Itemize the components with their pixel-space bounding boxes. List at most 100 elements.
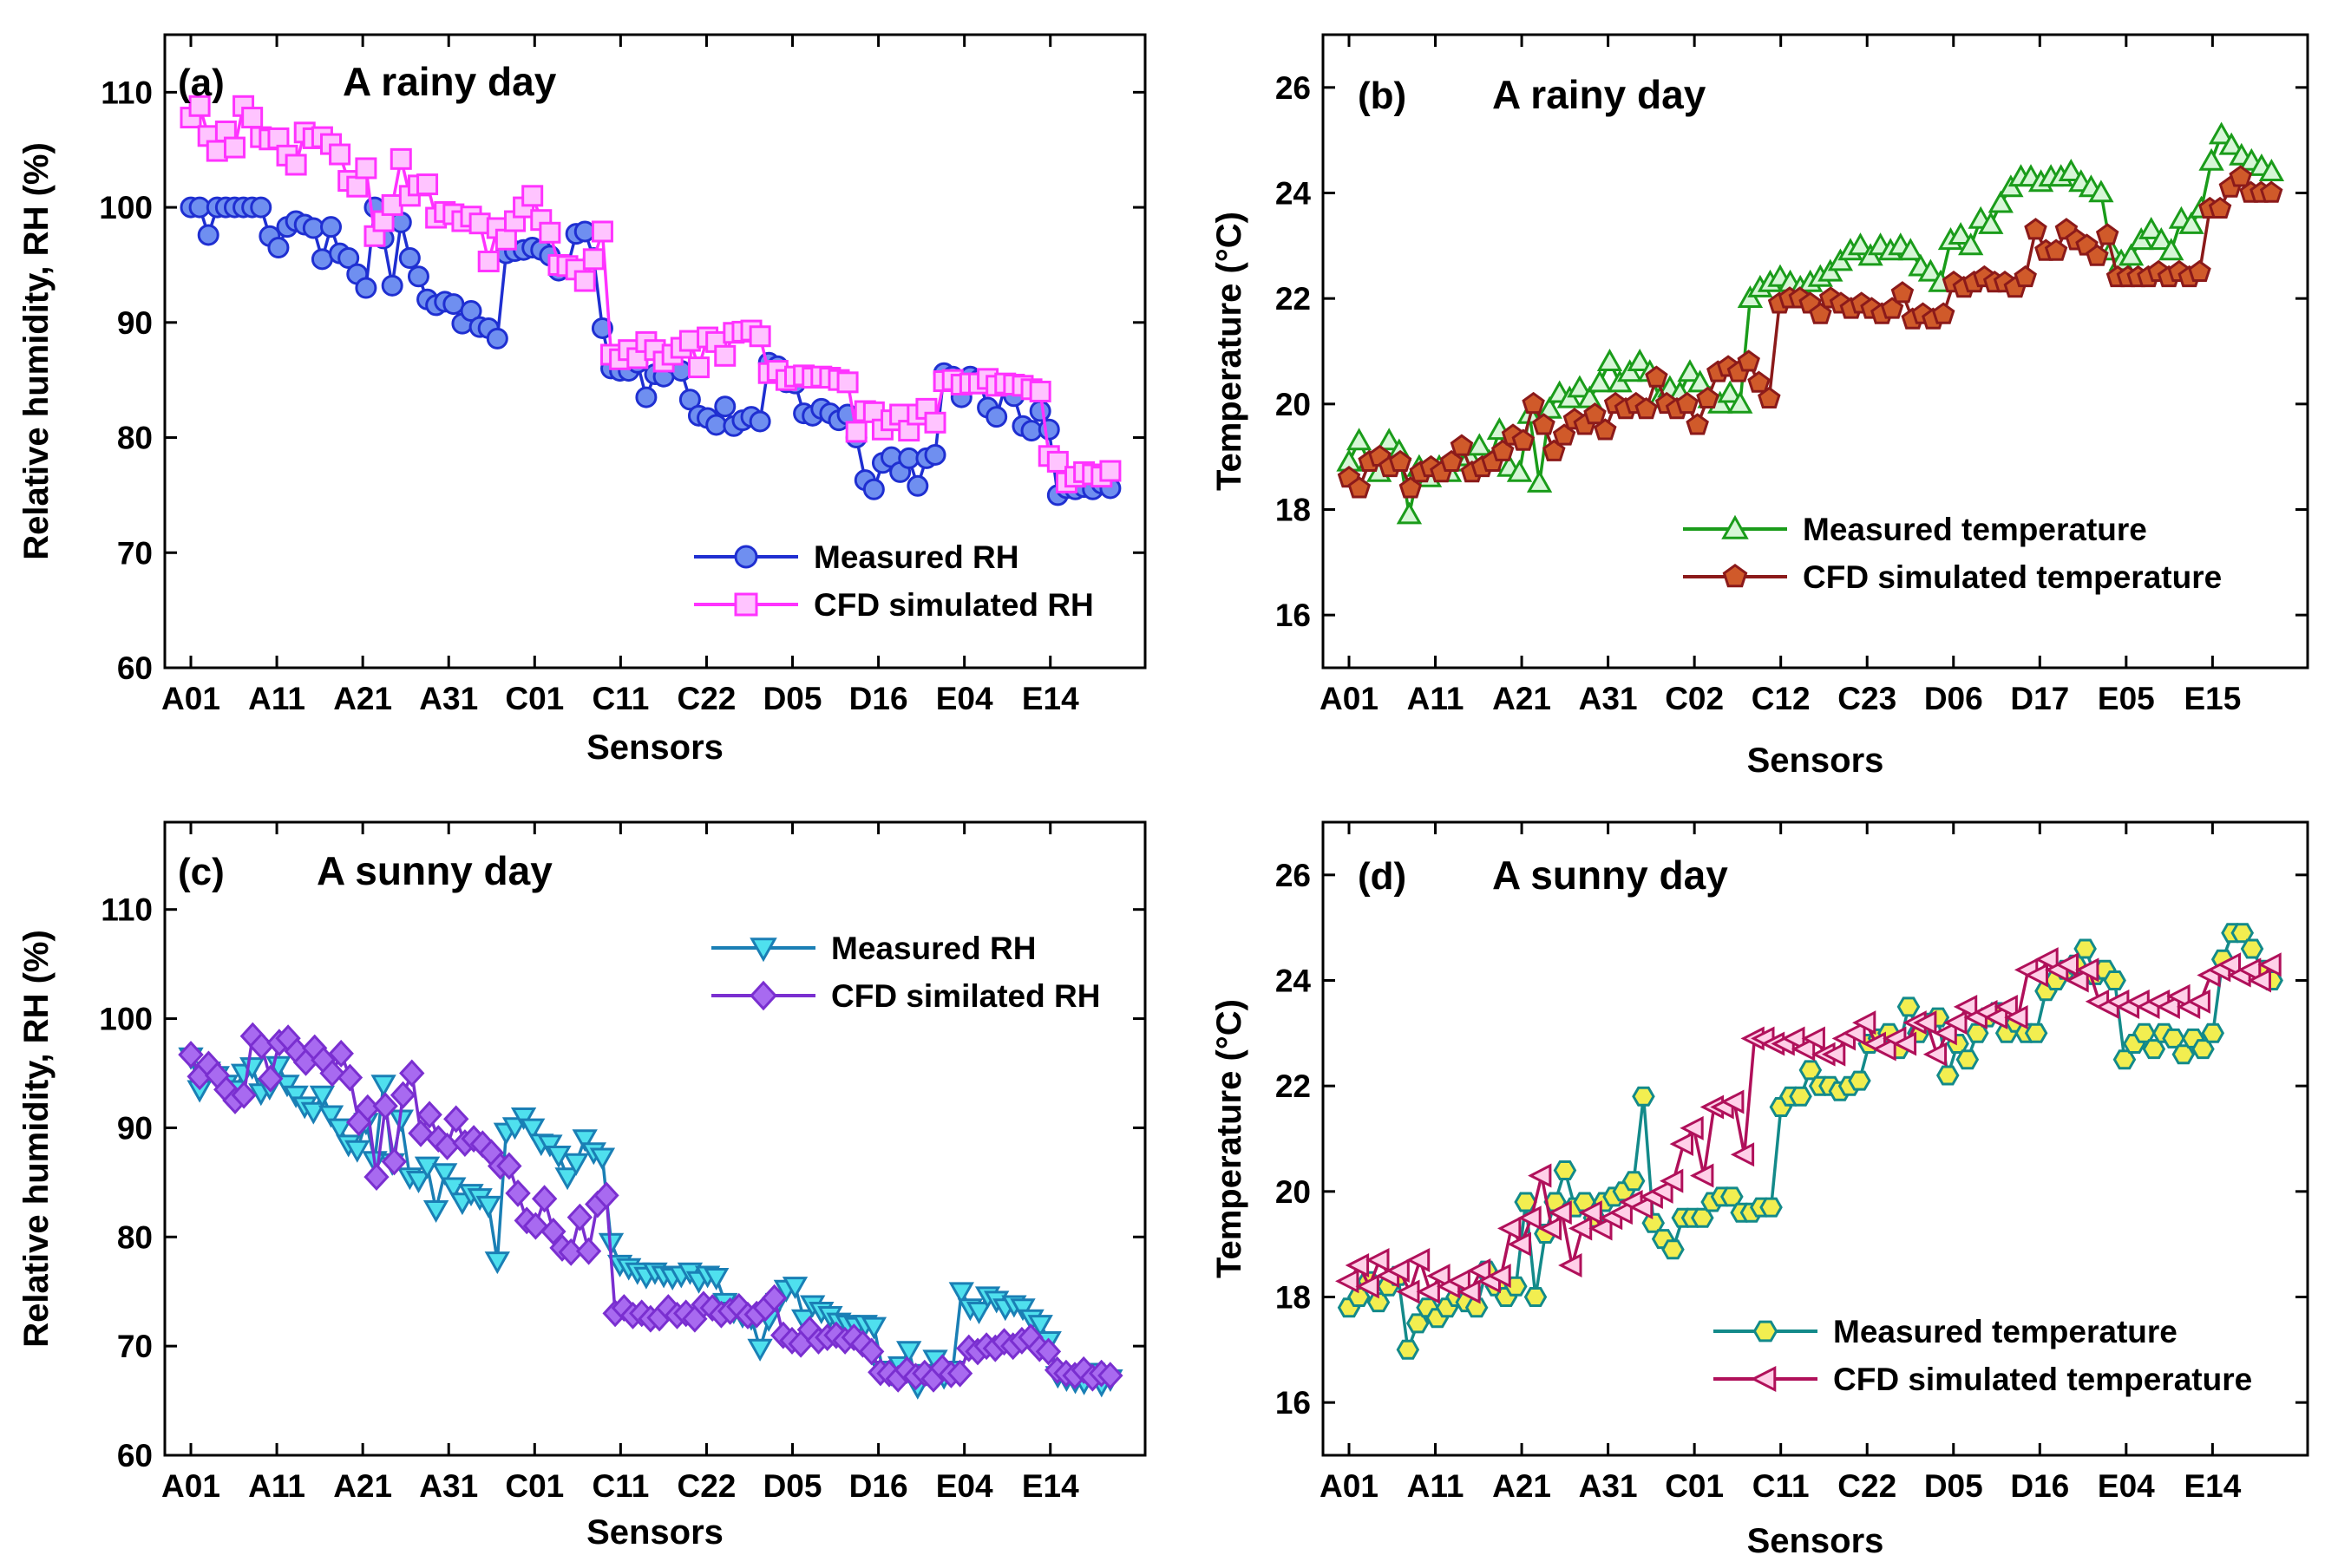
data-point (381, 1147, 408, 1176)
x-tick-label: E05 (2098, 681, 2155, 716)
data-point (2148, 227, 2174, 251)
data-point (1010, 1298, 1036, 1322)
data-point (522, 1212, 549, 1240)
y-tick-label: 100 (99, 190, 153, 225)
data-point (687, 356, 710, 379)
y-tick-label: 16 (1275, 1385, 1311, 1421)
x-tick-label: C22 (677, 681, 736, 716)
data-point (1789, 1086, 1812, 1107)
data-point (319, 1059, 345, 1088)
data-point (2259, 180, 2283, 203)
data-point (2024, 963, 2048, 988)
data-point (1487, 1264, 1511, 1289)
data-point (1621, 1171, 1646, 1192)
data-point (2166, 983, 2191, 1009)
data-point (494, 228, 517, 251)
x-tick-label: E04 (936, 1468, 993, 1504)
data-point (924, 443, 946, 466)
data-point (1335, 1269, 1359, 1294)
data-point (223, 136, 246, 159)
data-point (496, 1152, 522, 1180)
data-point (1029, 380, 1051, 402)
data-point (1717, 380, 1743, 403)
legend-label: CFD similated RH (831, 978, 1100, 1014)
data-point (2014, 265, 2037, 288)
legend-marker (734, 592, 758, 617)
x-tick-label: C22 (1837, 1468, 1896, 1504)
data-point (1594, 418, 1617, 441)
x-tick-label: E14 (1022, 1468, 1079, 1504)
legend-marker (1752, 1320, 1778, 1343)
data-point (274, 1075, 300, 1098)
data-point (946, 1359, 973, 1388)
data-point (1632, 1086, 1655, 1107)
data-point (355, 157, 377, 180)
data-point (1608, 1200, 1633, 1225)
data-point (1661, 1239, 1685, 1260)
legend-label: Measured temperature (1803, 512, 2147, 547)
y-tick-label: 16 (1275, 598, 1311, 633)
x-tick-label: A21 (1492, 681, 1551, 716)
y-axis-label: Relative humidity, RH (%) (17, 930, 56, 1348)
data-point (302, 217, 324, 239)
x-tick-label: A01 (1320, 1468, 1379, 1504)
data-point (2240, 938, 2264, 959)
data-point (1680, 1115, 1704, 1140)
data-series (178, 1022, 1123, 1393)
data-point (416, 173, 439, 196)
data-point (2201, 1022, 2225, 1043)
chart-panel: 60 70 80 90 100 110 A01 A11 A21 A31 C01 C11 C22 D05 D1… (17, 33, 1147, 767)
data-point (1347, 476, 1372, 499)
data-point (704, 1268, 730, 1290)
data-point (705, 414, 728, 436)
data-point (520, 1118, 546, 1141)
data-series (1337, 923, 2283, 1360)
x-tick-label: D05 (1924, 1468, 1983, 1504)
data-point (546, 1146, 572, 1169)
data-point (320, 216, 343, 238)
data-point (1542, 439, 1566, 461)
data-point (2044, 238, 2068, 261)
x-tick-label: C12 (1752, 681, 1811, 716)
data-point (1027, 1315, 1053, 1338)
data-point (1935, 1065, 1960, 1086)
data-point (1522, 391, 1545, 415)
x-tick-label: A21 (333, 1468, 392, 1504)
data-point (1583, 402, 1607, 425)
x-tick-label: D16 (849, 681, 908, 716)
data-point (2188, 259, 2211, 282)
data-point (241, 107, 264, 129)
data-point (398, 246, 421, 269)
legend-marker (1750, 1365, 1777, 1393)
data-point (283, 1085, 309, 1108)
data-point (416, 1101, 442, 1129)
data-point (1526, 469, 1553, 493)
data-point (714, 395, 737, 418)
x-tick-label: A11 (1407, 1468, 1464, 1504)
data-point (1686, 413, 1709, 435)
data-point (2229, 165, 2253, 187)
data-point (1809, 302, 1832, 324)
data-point (1507, 1232, 1531, 1257)
data-point (363, 1163, 390, 1192)
data-point (2024, 218, 2047, 240)
data-point (566, 1203, 593, 1232)
data-point (907, 474, 929, 497)
data-point (1896, 996, 1921, 1017)
data-point (1955, 1049, 1980, 1070)
data-point (2088, 180, 2114, 203)
data-point (1587, 369, 1613, 393)
data-point (1747, 370, 1771, 393)
data-point (1497, 1216, 1522, 1241)
data-point (2247, 968, 2271, 993)
data-point (1677, 359, 1703, 382)
data-point (432, 1163, 458, 1186)
data-point (563, 1153, 589, 1176)
data-point (337, 246, 360, 269)
data-point (1466, 433, 1492, 456)
data-point (714, 344, 737, 367)
chart-panel: 16 18 20 22 24 26 A01 A11 A21 A31 C01 C11 C22 D05 D16 E… (1210, 820, 2309, 1560)
x-tick-label: C01 (1665, 1468, 1724, 1504)
data-point (1978, 211, 2004, 234)
